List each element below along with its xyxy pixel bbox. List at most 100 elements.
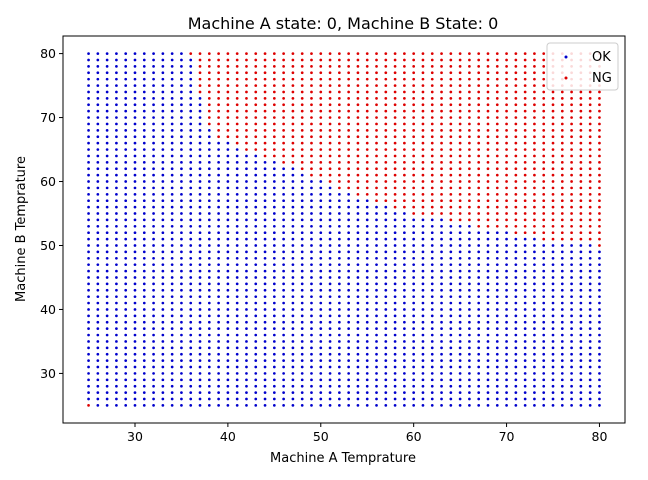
ok-point <box>115 320 118 324</box>
ok-point <box>375 237 378 241</box>
ng-point <box>245 77 248 81</box>
ok-point <box>180 141 183 145</box>
ok-point <box>551 276 555 279</box>
ok-point <box>263 308 267 311</box>
ok-point <box>142 327 146 330</box>
ng-point <box>570 141 573 145</box>
ok-point <box>254 314 258 318</box>
ok-point <box>152 282 155 286</box>
ok-point <box>96 346 100 350</box>
ok-point <box>430 391 434 394</box>
ok-point <box>486 340 490 343</box>
ng-point <box>384 160 388 164</box>
ok-point <box>115 365 118 369</box>
ok-point <box>588 244 592 247</box>
ok-point <box>495 250 499 254</box>
ok-point <box>263 199 267 203</box>
ok-point <box>152 378 155 382</box>
ng-point <box>533 84 536 87</box>
ng-point <box>458 199 462 203</box>
ok-point <box>486 276 490 279</box>
ok-point <box>505 314 508 318</box>
ok-point <box>180 103 183 107</box>
ok-point <box>217 384 220 388</box>
ok-point <box>440 218 443 222</box>
ok-point <box>115 269 118 273</box>
ok-point <box>347 346 350 350</box>
ok-point <box>338 218 341 222</box>
ng-point <box>579 97 583 100</box>
ok-point <box>598 288 601 292</box>
ok-point <box>542 397 546 401</box>
ok-point <box>161 404 165 407</box>
ok-point <box>207 180 211 183</box>
ok-point <box>226 327 230 330</box>
ng-point <box>254 103 258 107</box>
ng-point <box>449 109 453 113</box>
ok-point <box>152 359 155 362</box>
ok-point <box>291 180 295 183</box>
ok-point <box>245 231 248 235</box>
ok-point <box>189 154 193 158</box>
ng-point <box>291 109 295 113</box>
ok-point <box>87 129 90 132</box>
ok-point <box>245 237 248 241</box>
ok-point <box>272 237 276 241</box>
ok-point <box>124 224 128 228</box>
ng-point <box>551 231 555 235</box>
ok-point <box>142 288 146 292</box>
ok-point <box>393 282 397 286</box>
ok-point <box>310 340 313 343</box>
ok-point <box>87 192 90 196</box>
ok-point <box>468 256 471 260</box>
ng-point <box>421 84 425 87</box>
ok-point <box>579 404 583 407</box>
ok-point <box>523 244 527 247</box>
ok-point <box>282 404 285 407</box>
ok-point <box>115 77 118 81</box>
ng-point <box>533 212 536 215</box>
ok-point <box>161 186 165 190</box>
ok-point <box>87 372 90 375</box>
ok-point <box>124 231 128 235</box>
ok-point <box>291 192 295 196</box>
ok-point <box>189 167 193 171</box>
ng-point <box>542 167 546 171</box>
ok-point <box>226 244 230 247</box>
ok-point <box>477 384 481 388</box>
ng-point <box>542 141 546 145</box>
ok-point <box>115 167 118 171</box>
x-tick-label: 30 <box>127 429 143 444</box>
ok-point <box>449 314 453 318</box>
ok-point <box>142 340 146 343</box>
ng-point <box>338 65 341 68</box>
ok-point <box>152 173 155 177</box>
ok-point <box>579 359 583 362</box>
ng-point <box>598 244 601 247</box>
ok-point <box>170 224 174 228</box>
ok-point <box>412 269 416 273</box>
ok-point <box>468 372 471 375</box>
ok-point <box>588 320 592 324</box>
ok-point <box>319 212 323 215</box>
ok-point <box>217 192 220 196</box>
ng-point <box>319 52 323 55</box>
ok-point <box>152 352 155 356</box>
ok-point <box>365 199 369 203</box>
ok-point <box>189 276 193 279</box>
ng-point <box>477 103 481 107</box>
ng-point <box>300 103 304 107</box>
ok-point <box>142 122 146 126</box>
ng-point <box>328 122 332 126</box>
ok-point <box>152 148 155 151</box>
ng-point <box>551 122 555 126</box>
ok-point <box>505 320 508 324</box>
ng-point <box>523 58 527 62</box>
ok-point <box>598 263 601 267</box>
ok-point <box>152 314 155 318</box>
ng-point <box>319 65 323 68</box>
ok-point <box>328 384 332 388</box>
ng-point <box>365 173 369 177</box>
ok-point <box>421 218 425 222</box>
ok-point <box>226 288 230 292</box>
